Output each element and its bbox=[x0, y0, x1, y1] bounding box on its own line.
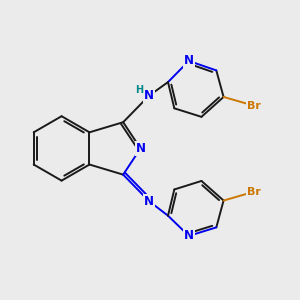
Text: H: H bbox=[136, 85, 144, 95]
Text: N: N bbox=[144, 195, 154, 208]
Text: N: N bbox=[184, 54, 194, 68]
Text: Br: Br bbox=[247, 187, 261, 197]
Text: Br: Br bbox=[247, 101, 261, 111]
Text: N: N bbox=[144, 89, 154, 102]
Text: N: N bbox=[184, 230, 194, 242]
Text: N: N bbox=[136, 142, 146, 155]
